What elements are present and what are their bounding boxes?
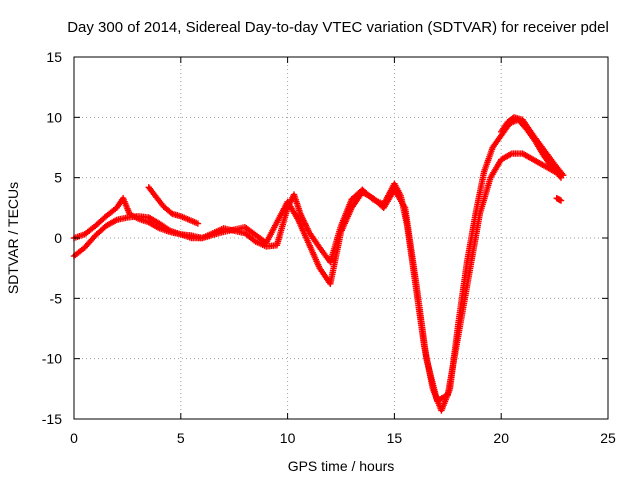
y-tick-label: -5 [50, 290, 63, 306]
data-point [557, 197, 565, 204]
grid-lines [74, 57, 608, 419]
data-point [559, 172, 567, 179]
axis-ticks: 0 5 10 15 20 25 -15 -10 -5 0 5 10 15 [42, 49, 616, 446]
y-tick-label: 10 [46, 109, 62, 125]
y-tick-label: -10 [42, 351, 62, 367]
series-track-e [553, 194, 565, 204]
data-point [551, 168, 558, 175]
y-axis-label: SDTVAR / TECUs [5, 182, 21, 294]
x-tick-label: 25 [600, 430, 616, 446]
data-points [70, 114, 567, 414]
y-tick-label: 15 [46, 49, 62, 65]
series-track-b [70, 150, 558, 405]
y-tick-label: -15 [42, 411, 62, 427]
x-tick-label: 10 [280, 430, 296, 446]
x-tick-label: 0 [70, 430, 78, 446]
x-tick-label: 20 [493, 430, 509, 446]
y-tick-label: 0 [54, 230, 62, 246]
x-axis-label: GPS time / hours [288, 458, 395, 474]
chart-title: Day 300 of 2014, Sidereal Day-to-day VTE… [67, 19, 609, 36]
y-tick-label: 5 [54, 170, 62, 186]
x-tick-label: 5 [177, 430, 185, 446]
series-track-c [145, 184, 202, 227]
data-point [194, 220, 202, 227]
series-track-d [498, 114, 567, 179]
x-tick-label: 15 [387, 430, 403, 446]
